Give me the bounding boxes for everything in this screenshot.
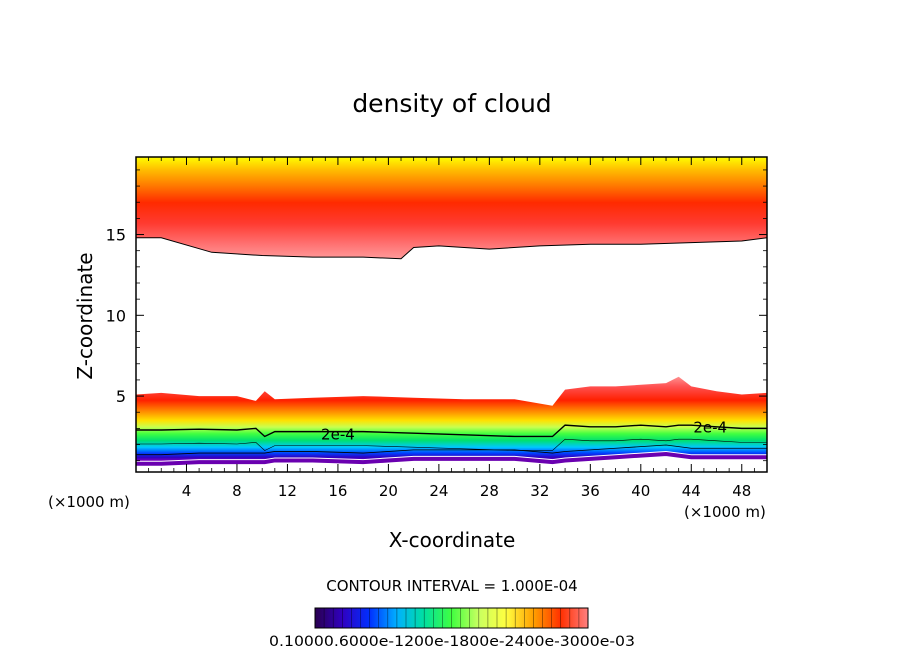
colorbar-labels: 0.10000.6000e-1200e-1800e-2400e-3000e-03 (269, 634, 635, 650)
y-axis-ticks: 5 10 15 (106, 169, 767, 462)
colorbar-bands (323, 608, 580, 628)
chart-title: density of cloud (352, 89, 551, 118)
x-tick-label: 12 (278, 482, 297, 500)
x-tick-label: 36 (581, 482, 600, 500)
x-tick-label: 28 (480, 482, 499, 500)
x-tick-label: 32 (530, 482, 549, 500)
upper-cloud-boundary-contour (136, 237, 767, 260)
x-tick-label: 20 (379, 482, 398, 500)
y-axis-label: Z-coordinate (73, 252, 97, 379)
x-tick-label: 4 (182, 482, 192, 500)
plot-area (136, 157, 767, 466)
y-tick-label: 10 (106, 306, 126, 325)
y-tick-label: 5 (116, 387, 126, 406)
x-unit-label-left: (×1000 m) (48, 493, 130, 511)
contour-interval-text: CONTOUR INTERVAL = 1.000E-04 (326, 577, 577, 595)
contour-label: 2e-4 (321, 426, 355, 444)
x-unit-label-right: (×1000 m) (684, 503, 766, 521)
x-tick-label: 24 (429, 482, 448, 500)
x-tick-label: 44 (682, 482, 701, 500)
contour-line-mid (136, 438, 767, 451)
contour-label: 2e-4 (693, 418, 727, 436)
contour-line-2e-4 (136, 424, 767, 438)
x-tick-label: 8 (232, 482, 242, 500)
upper-cloud-layer (136, 157, 767, 259)
contour-line-low (136, 444, 767, 456)
x-tick-label: 40 (631, 482, 650, 500)
x-tick-label: 48 (732, 482, 751, 500)
contour-labels: 2e-4 2e-4 (321, 418, 727, 444)
lower-cloud-layer (136, 376, 767, 461)
x-axis-label: X-coordinate (389, 528, 516, 552)
y-tick-label: 15 (106, 226, 126, 245)
lower-cloud-base-fringe (136, 451, 767, 466)
x-tick-label: 16 (328, 482, 347, 500)
x-axis-ticks: 4 8 12 16 20 24 28 32 36 40 44 48 (148, 157, 755, 500)
